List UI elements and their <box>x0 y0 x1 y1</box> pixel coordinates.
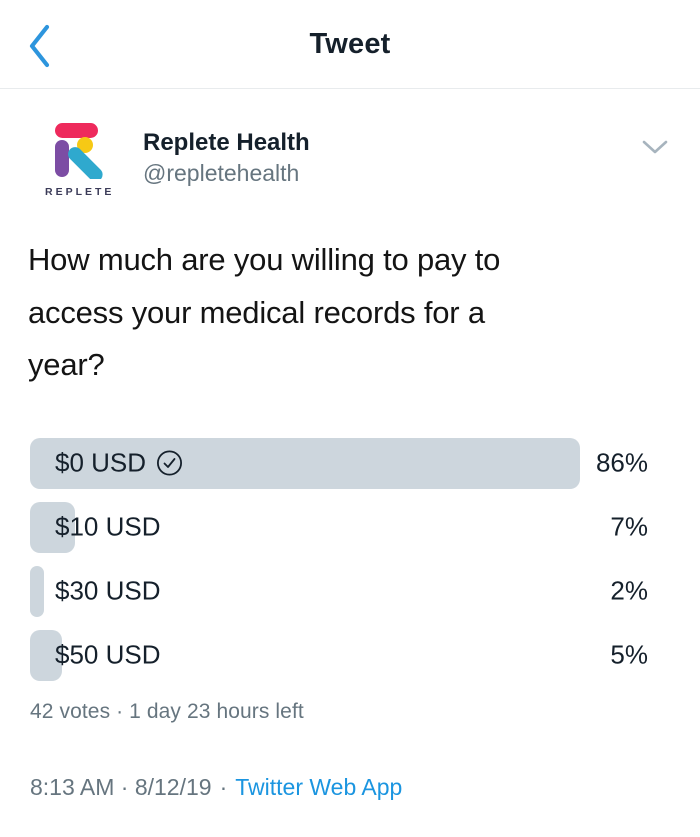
poll-option-label: $30 USD <box>55 575 161 606</box>
poll-bar-3 <box>30 629 62 681</box>
poll: $0 USD 86% $10 USD 7% $30 USD 2% $50 USD <box>30 437 670 681</box>
tweet-text: How much are you willing to pay to acces… <box>28 234 672 392</box>
poll-option-row: $30 USD 2% <box>30 565 670 617</box>
poll-option-label-wrap: $50 USD <box>55 640 161 671</box>
tweet-header: REPLETE Replete Health @repletehealth <box>0 89 700 198</box>
avatar[interactable]: REPLETE <box>45 119 119 198</box>
poll-option-percent: 86% <box>595 447 648 478</box>
tweet-text-line: access your medical records for a <box>28 294 485 330</box>
top-bar: Tweet <box>0 0 700 89</box>
poll-option-percent: 7% <box>610 511 648 542</box>
timestamp: 8:13 AM · 8/12/19 <box>30 773 212 800</box>
poll-bar-0 <box>30 437 581 489</box>
vote-check-icon <box>156 450 183 477</box>
poll-bar-2 <box>30 565 44 617</box>
poll-option-percent: 5% <box>610 639 648 670</box>
tweet-text-line: How much are you willing to pay to <box>28 242 501 277</box>
poll-option-row: $10 USD 7% <box>30 501 670 553</box>
author-info[interactable]: Replete Health @repletehealth <box>143 119 310 188</box>
poll-option-label-wrap: $30 USD <box>55 576 161 607</box>
timestamp-row: 8:13 AM · 8/12/19 · Twitter Web App <box>30 774 670 801</box>
poll-option-row: $0 USD 86% <box>30 437 670 489</box>
poll-bar-1 <box>30 501 75 553</box>
poll-option-label: $10 USD <box>55 511 161 542</box>
dot-separator: · <box>219 773 228 800</box>
author-handle: @repletehealth <box>143 160 300 186</box>
page-title: Tweet <box>309 27 391 60</box>
author-name: Replete Health <box>143 129 310 156</box>
replete-logo-icon <box>45 123 111 183</box>
chevron-down-icon <box>642 140 668 158</box>
poll-option-row: $50 USD 5% <box>30 629 670 681</box>
poll-option-label-wrap: $10 USD <box>55 512 161 543</box>
poll-option-label: $50 USD <box>55 639 161 670</box>
poll-option-label: $0 USD <box>55 447 147 478</box>
back-chevron-icon <box>26 23 52 72</box>
tweet-text-line: year? <box>28 347 105 382</box>
poll-meta: 42 votes · 1 day 23 hours left <box>30 699 304 723</box>
back-button[interactable] <box>22 24 56 70</box>
poll-option-percent: 2% <box>610 575 648 606</box>
source-link[interactable]: Twitter Web App <box>235 773 403 800</box>
logo-caption: REPLETE <box>45 186 115 198</box>
tweet-menu-button[interactable] <box>638 135 672 162</box>
poll-option-label-wrap: $0 USD <box>55 448 183 479</box>
